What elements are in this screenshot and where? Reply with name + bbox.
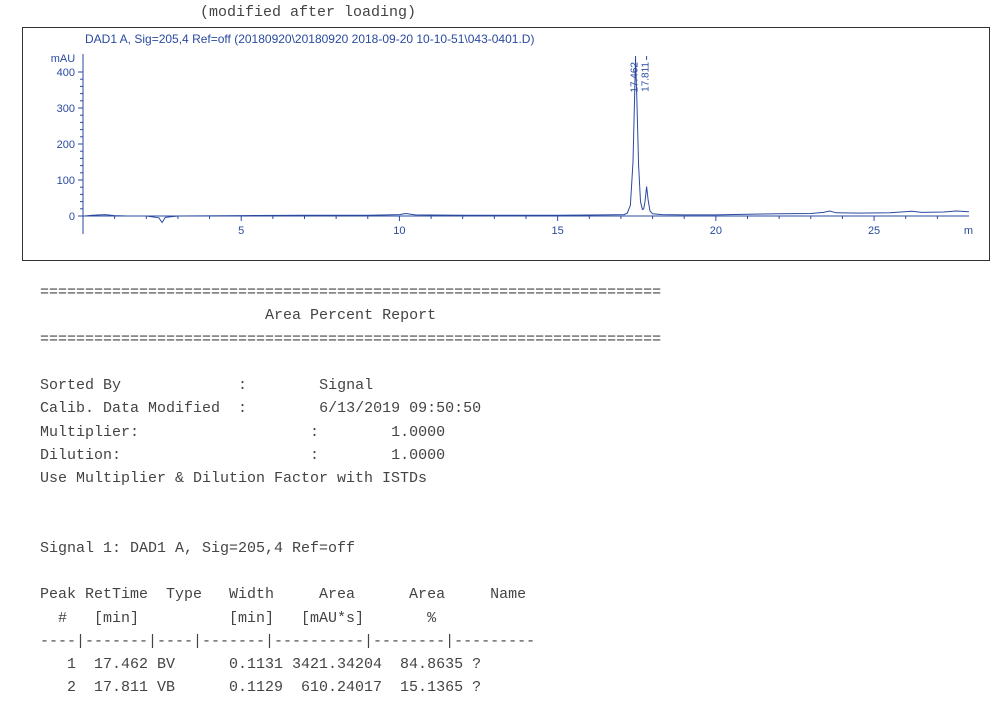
chromatogram-svg: 0 100 200 300 400 mAU 5 10 15 20 25 m 17.46217.811 — [29, 48, 977, 258]
rule-top: ========================================… — [40, 284, 661, 301]
multiplier-line: Multiplier: : 1.0000 — [40, 424, 445, 441]
svg-text:17.462: 17.462 — [630, 62, 641, 93]
rule-bottom: ========================================… — [40, 331, 661, 348]
sorted-by-line: Sorted By : Signal — [40, 377, 373, 394]
svg-text:400: 400 — [57, 67, 75, 79]
svg-text:m: m — [964, 225, 973, 237]
svg-text:25: 25 — [868, 225, 880, 237]
svg-text:100: 100 — [57, 175, 75, 187]
chromatogram-panel: DAD1 A, Sig=205,4 Ref=off (20180920\2018… — [22, 27, 990, 261]
dilution-line: Dilution: : 1.0000 — [40, 447, 445, 464]
svg-text:20: 20 — [710, 225, 722, 237]
svg-text:15: 15 — [552, 225, 564, 237]
svg-text:mAU: mAU — [51, 53, 76, 65]
istd-note: Use Multiplier & Dilution Factor with IS… — [40, 470, 427, 487]
chart-caption: DAD1 A, Sig=205,4 Ref=off (20180920\2018… — [29, 32, 983, 46]
area-percent-report: ========================================… — [0, 271, 1000, 710]
table-header-2: # [min] [min] [mAU*s] % — [40, 610, 436, 627]
svg-text:10: 10 — [393, 225, 405, 237]
report-title: Area Percent Report — [265, 307, 436, 324]
chart-area: 0 100 200 300 400 mAU 5 10 15 20 25 m 17.46217.811 — [29, 48, 983, 258]
svg-text:0: 0 — [69, 211, 75, 223]
svg-text:200: 200 — [57, 139, 75, 151]
table-header-1: Peak RetTime Type Width Area Area Name — [40, 586, 526, 603]
table-sep: ----|-------|----|-------|----------|---… — [40, 633, 535, 650]
svg-text:300: 300 — [57, 103, 75, 115]
report-title-line: Area Percent Report — [40, 307, 436, 324]
signal-line: Signal 1: DAD1 A, Sig=205,4 Ref=off — [40, 540, 355, 557]
svg-text:5: 5 — [238, 225, 244, 237]
svg-text:17.811: 17.811 — [641, 62, 652, 92]
top-note: (modified after loading) — [0, 0, 1000, 27]
calib-line: Calib. Data Modified : 6/13/2019 09:50:5… — [40, 400, 481, 417]
